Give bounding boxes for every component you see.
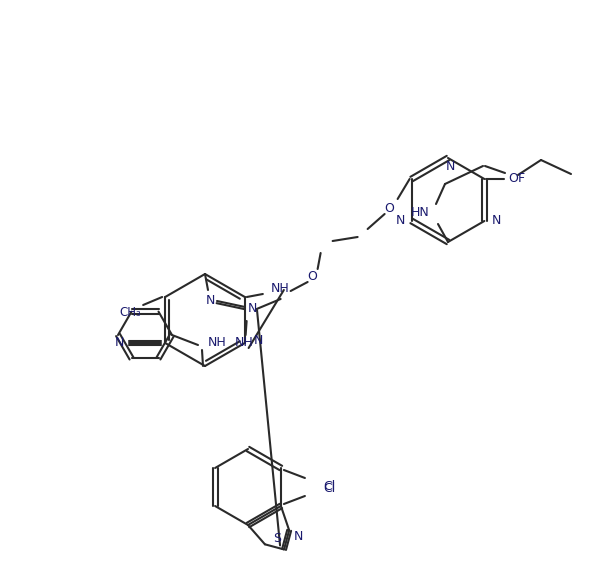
Text: CH₃: CH₃ [119,305,141,318]
Text: HN: HN [411,206,430,218]
Text: O: O [508,172,518,185]
Text: NH: NH [271,283,290,296]
Text: S: S [273,532,281,545]
Text: N: N [254,335,263,347]
Text: Cl: Cl [323,481,335,495]
Text: N: N [205,294,215,307]
Text: Cl: Cl [323,479,335,492]
Text: N: N [294,530,304,543]
Text: N: N [395,214,405,228]
Text: F: F [517,172,525,186]
Text: O: O [308,270,318,283]
Text: N: N [445,161,455,173]
Text: N: N [247,301,257,315]
Text: NH: NH [234,336,253,349]
Text: O: O [385,203,394,215]
Text: N: N [491,214,501,228]
Text: NH: NH [208,335,227,349]
Text: N: N [114,336,124,349]
